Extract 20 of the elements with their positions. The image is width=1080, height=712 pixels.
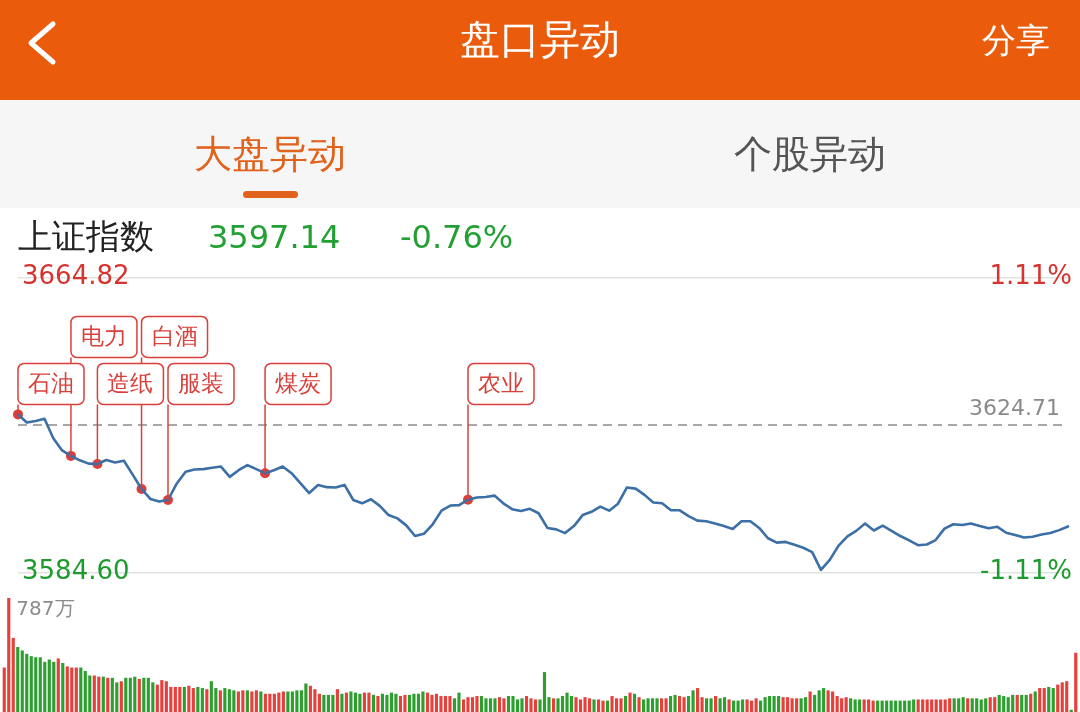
y2-tick-label: -1.11%: [980, 555, 1072, 586]
chart-title: 上证指数: [18, 216, 154, 257]
text: 分享: [982, 20, 1050, 61]
y2-tick-label: 1.11%: [989, 260, 1072, 291]
data-label: 服装: [178, 369, 224, 396]
data-label: 电力: [80, 322, 127, 349]
data-label: 石油: [28, 369, 74, 396]
text: 盘口异动: [460, 16, 620, 62]
text: 大盘异动: [194, 132, 346, 177]
data-label: 白酒: [151, 322, 198, 349]
y-tick-label: 3584.60: [22, 555, 130, 586]
ref-line-label: 3624.71: [969, 394, 1060, 420]
text: 个股异动: [734, 132, 886, 177]
text: 3597.14: [208, 218, 341, 256]
data-label: 造纸: [107, 369, 154, 396]
annotation: 787万: [16, 596, 75, 621]
data-label: 煤炭: [275, 369, 322, 396]
text: -0.76%: [400, 218, 514, 256]
y-tick-label: 3664.82: [22, 260, 130, 291]
data-label: 农业: [478, 369, 524, 396]
